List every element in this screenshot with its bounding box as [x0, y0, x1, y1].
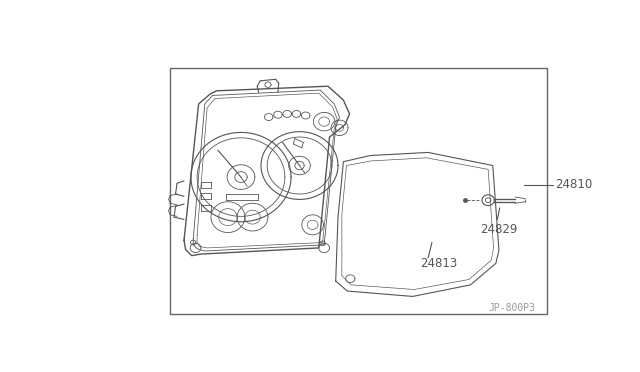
Text: 24829: 24829 [481, 223, 518, 236]
Text: 24813: 24813 [420, 257, 458, 270]
Bar [170, 68, 547, 314]
Text: 24810: 24810 [555, 178, 593, 191]
Text: JP-800P3: JP-800P3 [489, 302, 536, 312]
